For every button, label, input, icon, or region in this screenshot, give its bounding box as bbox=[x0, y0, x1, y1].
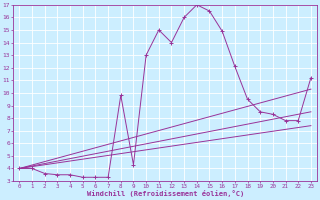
X-axis label: Windchill (Refroidissement éolien,°C): Windchill (Refroidissement éolien,°C) bbox=[86, 190, 244, 197]
